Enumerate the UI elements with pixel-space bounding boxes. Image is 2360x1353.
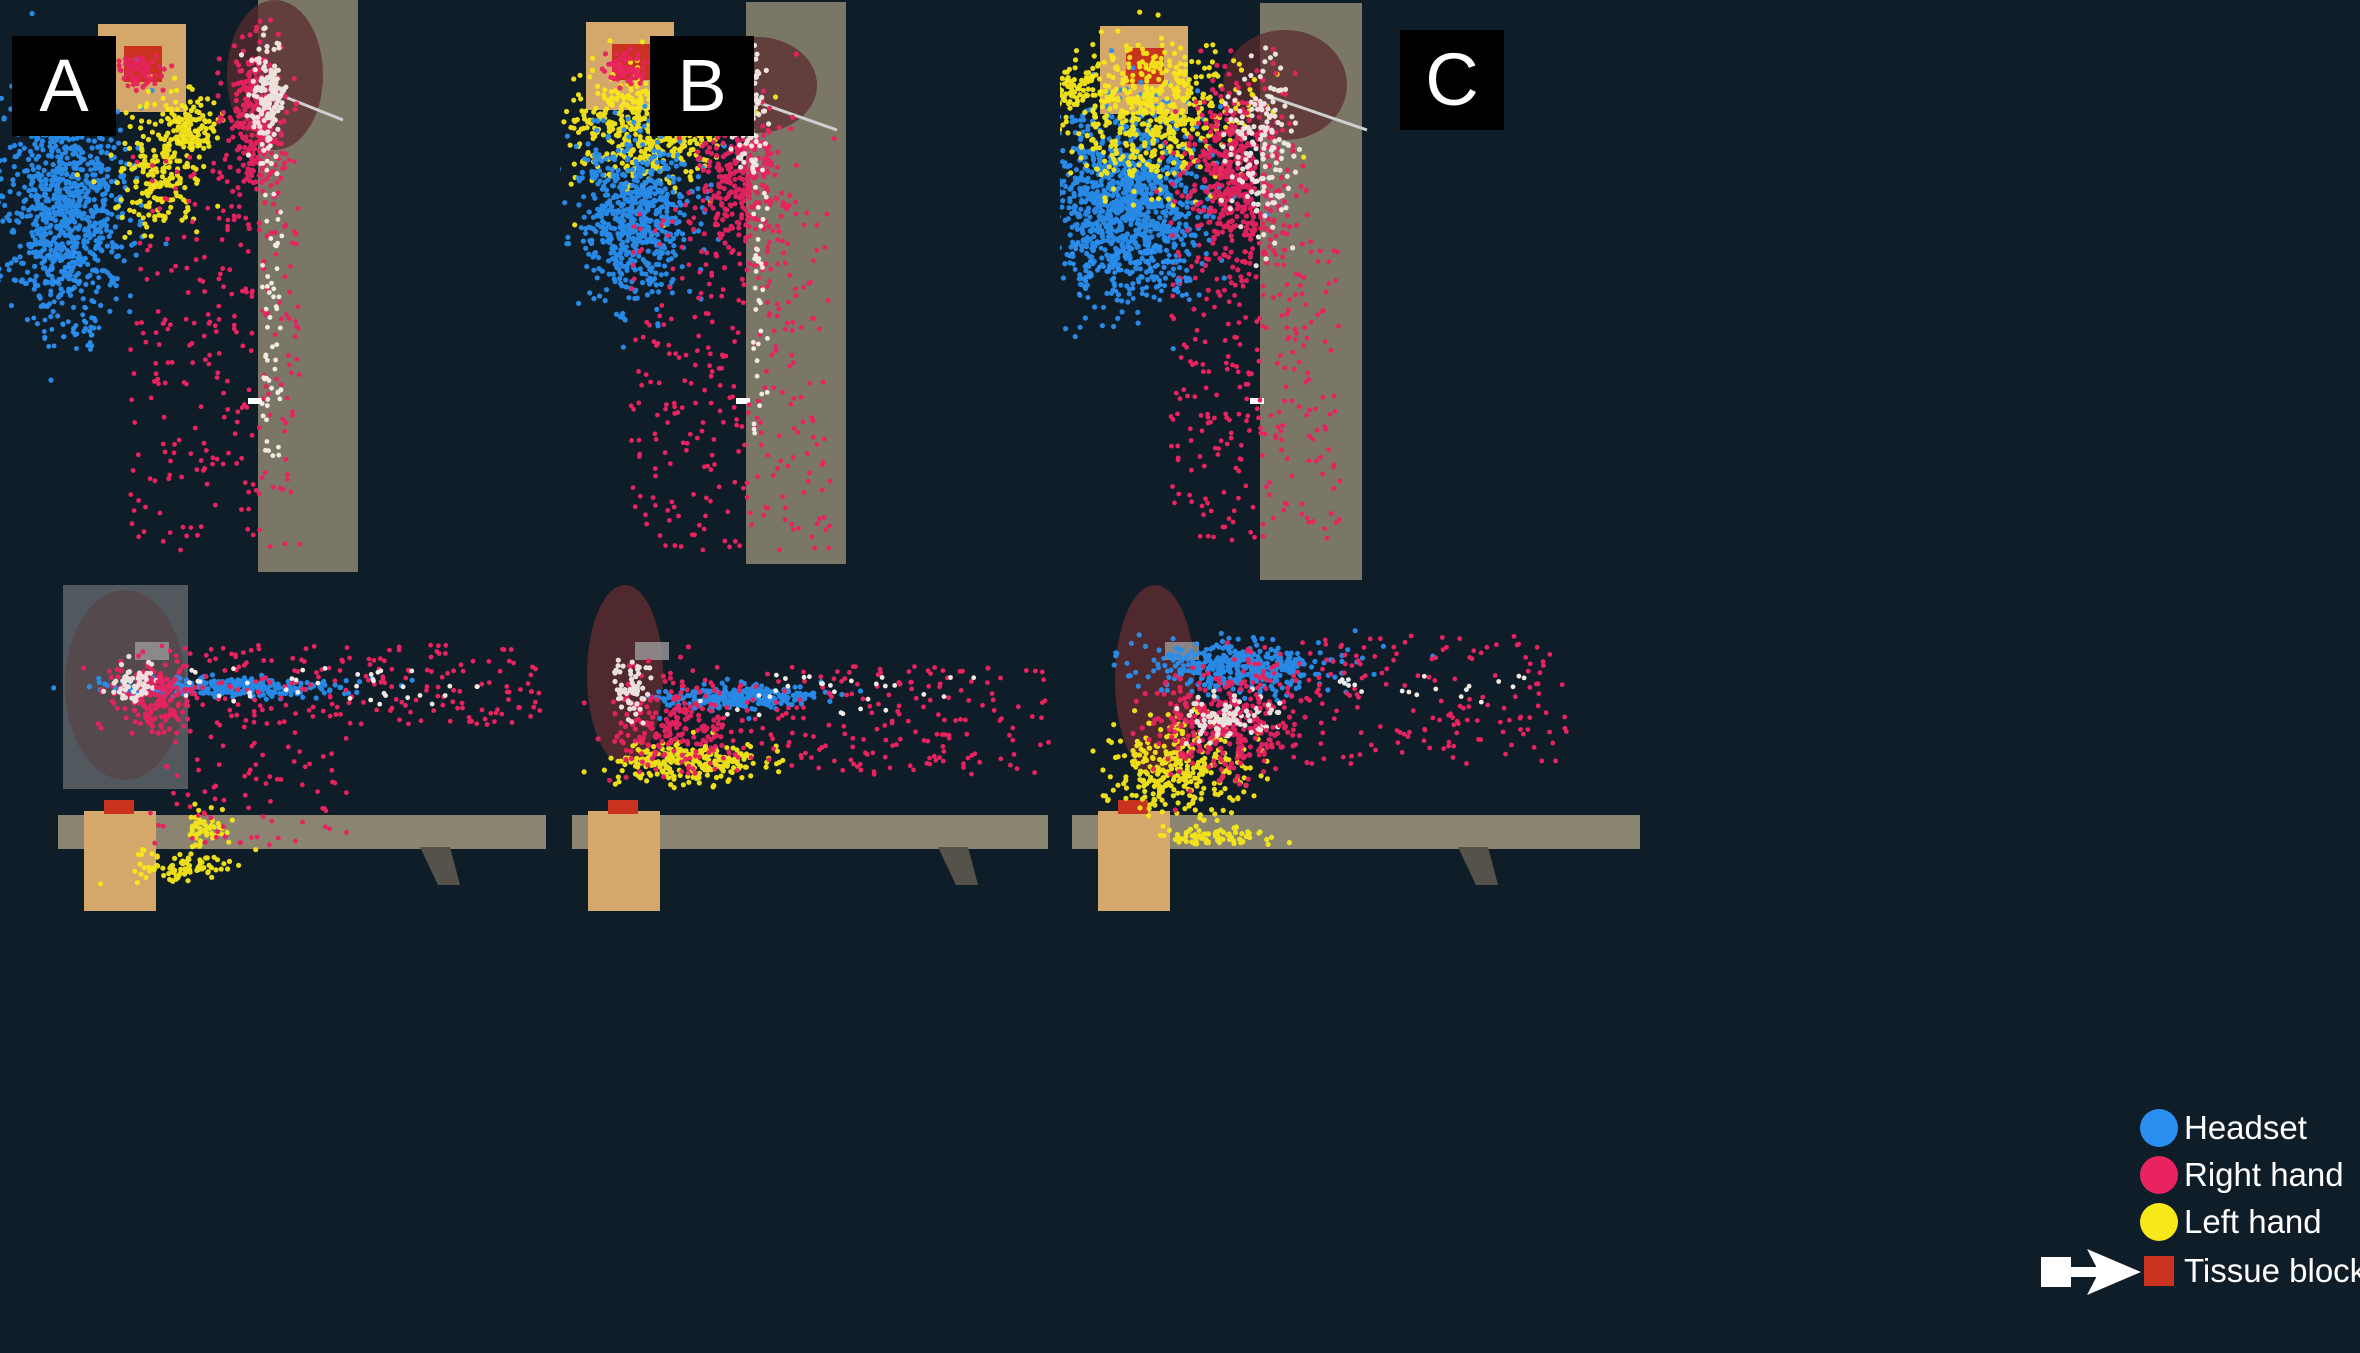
legend-label-left-hand: Left hand [2184, 1203, 2322, 1240]
tissue-block [104, 800, 134, 814]
left-hand-trajectory [1060, 9, 1307, 208]
legend-label-right-hand: Right hand [2184, 1156, 2344, 1193]
scene-rendering [560, 2, 846, 564]
needle-path [1218, 45, 1303, 269]
tissue-block-base [588, 811, 660, 911]
right-hand-swatch [2140, 1156, 2178, 1194]
legend-item-right-hand: Right hand [2140, 1153, 2344, 1197]
headset-trajectory [0, 10, 169, 383]
needle-path [750, 159, 770, 436]
tissue-block-swatch [2144, 1256, 2174, 1286]
left-hand-trajectory [1060, 57, 1128, 115]
headset-trajectory [27, 249, 102, 352]
legend: Headset Right hand Left hand Tissue bloc… [2035, 1100, 2360, 1300]
panel-a-side-view [0, 585, 560, 1353]
right-hand-trajectory [148, 642, 543, 728]
right-hand-trajectory [1168, 238, 1343, 543]
needle-path [238, 25, 289, 167]
left-hand-trajectory [187, 801, 235, 863]
table-leg [1458, 847, 1498, 885]
needle-path [101, 653, 159, 704]
scene-rendering [1060, 3, 1368, 580]
panel-a-top-view [0, 0, 560, 575]
scene-rendering [572, 585, 1051, 911]
headset-swatch [2140, 1109, 2178, 1147]
needle-path [612, 657, 654, 726]
tissue-block-base [84, 811, 156, 911]
table-leg [938, 847, 978, 885]
needle-path [183, 666, 480, 707]
tissue-block-base [1098, 811, 1170, 911]
position-marker [1250, 398, 1264, 404]
needle-path [1337, 673, 1527, 705]
legend-item-left-hand: Left hand [2140, 1200, 2322, 1244]
left-hand-trajectory [1158, 823, 1292, 847]
right-hand-trajectory [628, 198, 833, 553]
tissue-block [1118, 800, 1148, 814]
left-hand-trajectory [97, 844, 259, 887]
legend-item-headset: Headset [2140, 1106, 2307, 1150]
position-marker [736, 398, 750, 404]
panel-label-c: C [1400, 30, 1504, 130]
right-hand-trajectory [599, 46, 652, 91]
kidney-model [587, 585, 663, 765]
panel-b-top-view [560, 0, 1060, 575]
legend-label-tissue-block: Tissue block [2184, 1252, 2360, 1289]
legend-label-headset: Headset [2184, 1109, 2307, 1146]
needle-path [1174, 686, 1283, 747]
target-marker [635, 642, 669, 660]
panel-b-side-view [560, 585, 1070, 1353]
needle [1264, 93, 1368, 132]
scene-rendering [51, 585, 546, 911]
right-hand-trajectory [581, 644, 750, 783]
right-hand-trajectory [667, 664, 1051, 777]
tissue-block [608, 800, 638, 814]
needle-path [698, 672, 977, 718]
right-hand-trajectory [148, 723, 349, 848]
panel-c-side-view [1070, 585, 2360, 1353]
needle-path [259, 143, 285, 459]
left-hand-swatch [2140, 1203, 2178, 1241]
right-hand-trajectory [1237, 633, 1569, 766]
position-marker [248, 398, 262, 404]
panel-c-top-view [1060, 0, 2360, 590]
scene-rendering [0, 0, 358, 572]
white-arrow-icon [2041, 1249, 2141, 1295]
legend-item-tissue-block: Tissue block [2140, 1249, 2360, 1293]
scene-rendering [1072, 585, 1640, 911]
headset-trajectory [1070, 238, 1192, 303]
left-hand-trajectory [158, 75, 226, 170]
panel-label-b: B [650, 36, 754, 136]
panel-label-a: A [12, 36, 116, 136]
table-leg [420, 847, 460, 885]
right-hand-trajectory [128, 152, 303, 553]
